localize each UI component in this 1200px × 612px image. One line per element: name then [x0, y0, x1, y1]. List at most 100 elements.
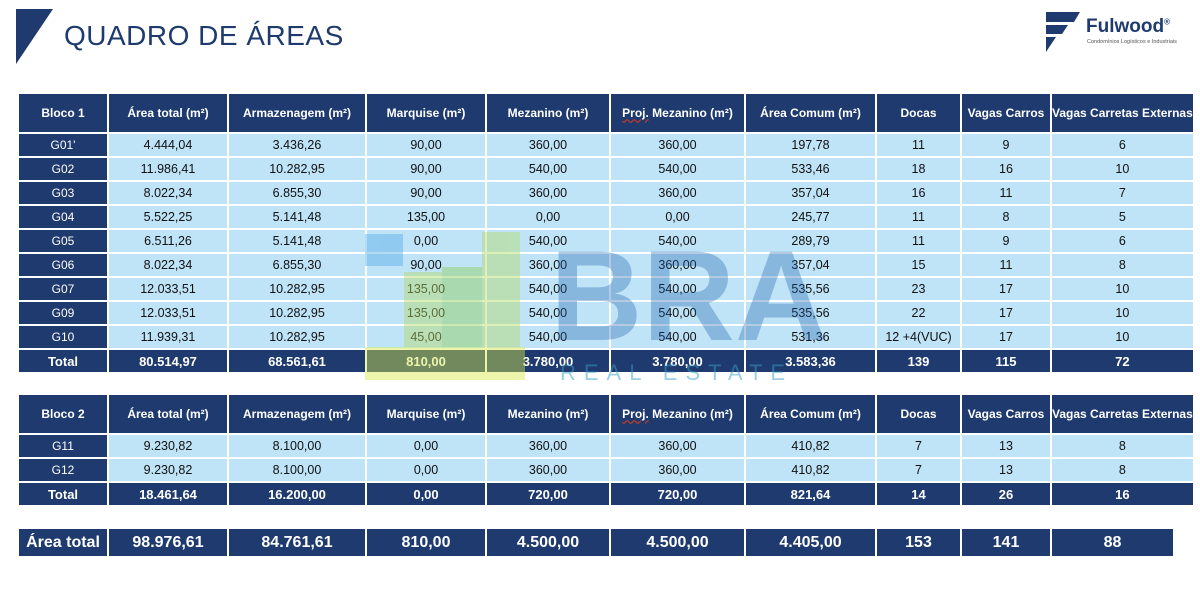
- table-row: G11 9.230,82 8.100,00 0,00 360,00 360,00 410,8…: [19, 435, 1193, 457]
- table-cell: 360,00: [611, 459, 744, 481]
- table-cell: 360,00: [487, 459, 609, 481]
- row-label: G01': [19, 134, 107, 156]
- table-cell: 135,00: [367, 206, 485, 228]
- total-cell: 115: [962, 350, 1050, 372]
- table-cell: 360,00: [611, 134, 744, 156]
- total-cell: 16.200,00: [229, 483, 365, 505]
- total-label: Total: [19, 350, 107, 372]
- table-cell: 0,00: [367, 459, 485, 481]
- table-cell: 245,77: [746, 206, 875, 228]
- grand-total-row: Área total 98.976,61 84.761,61 810,00 4.500,…: [19, 529, 1173, 556]
- grand-total-table: Área total 98.976,61 84.761,61 810,00 4.500,…: [17, 527, 1175, 558]
- total-cell: 3.583,36: [746, 350, 875, 372]
- table-cell: 7: [877, 435, 960, 457]
- fulwood-logo-icon: [1046, 12, 1080, 52]
- table-row: G02 11.986,41 10.282,95 90,00 540,00 540,00 53…: [19, 158, 1193, 180]
- table-cell: 0,00: [487, 206, 609, 228]
- total-cell: 26: [962, 483, 1050, 505]
- table-cell: 540,00: [611, 326, 744, 348]
- header-proj-mezanino: Proj. Mezanino (m²): [611, 395, 744, 433]
- row-label: G07: [19, 278, 107, 300]
- table-row: G03 8.022,34 6.855,30 90,00 360,00 360,00 357,…: [19, 182, 1193, 204]
- table-cell: 289,79: [746, 230, 875, 252]
- table-cell: 6.511,26: [109, 230, 227, 252]
- total-cell: 68.561,61: [229, 350, 365, 372]
- header-vagas-carretas: Vagas Carretas Externas: [1052, 94, 1193, 132]
- table-cell: 11: [962, 254, 1050, 276]
- total-cell: 16: [1052, 483, 1193, 505]
- total-cell: 821,64: [746, 483, 875, 505]
- table-cell: 10: [1052, 158, 1193, 180]
- table-cell: 360,00: [487, 435, 609, 457]
- table-cell: 18: [877, 158, 960, 180]
- table-cell: 23: [877, 278, 960, 300]
- row-label: G11: [19, 435, 107, 457]
- row-label: G10: [19, 326, 107, 348]
- table-cell: 540,00: [487, 278, 609, 300]
- table-cell: 5.522,25: [109, 206, 227, 228]
- header-proj-mezanino: Proj. Mezanino (m²): [611, 94, 744, 132]
- table-cell: 5.141,48: [229, 230, 365, 252]
- row-label: G12: [19, 459, 107, 481]
- header-area-total: Área total (m²): [109, 395, 227, 433]
- total-row: Total 80.514,97 68.561,61 810,00 3.780,00 3.7…: [19, 350, 1193, 372]
- table-cell: 90,00: [367, 182, 485, 204]
- header-area-comum: Área Comum (m²): [746, 94, 875, 132]
- page-title: QUADRO DE ÁREAS: [64, 20, 344, 51]
- table-cell: 3.436,26: [229, 134, 365, 156]
- table-cell: 10.282,95: [229, 302, 365, 324]
- table-cell: 10: [1052, 278, 1193, 300]
- table-cell: 135,00: [367, 302, 485, 324]
- table-cell: 360,00: [611, 182, 744, 204]
- row-label: G02: [19, 158, 107, 180]
- grand-total-cell: 98.976,61: [109, 529, 227, 556]
- table-row: G01' 4.444,04 3.436,26 90,00 360,00 360,00 197…: [19, 134, 1193, 156]
- table-cell: 4.444,04: [109, 134, 227, 156]
- table-cell: 17: [962, 278, 1050, 300]
- table-cell: 11: [877, 230, 960, 252]
- table-cell: 540,00: [611, 278, 744, 300]
- row-label: G05: [19, 230, 107, 252]
- header-armazenagem: Armazenagem (m²): [229, 395, 365, 433]
- table-header: Bloco 1 Área total (m²) Armazenagem (m²)…: [19, 94, 1193, 132]
- table-cell: 11: [877, 206, 960, 228]
- title-corner-icon: [16, 9, 53, 64]
- header-bloco: Bloco 2: [19, 395, 107, 433]
- grand-total-label: Área total: [19, 529, 107, 556]
- row-label: G03: [19, 182, 107, 204]
- table-cell: 360,00: [611, 254, 744, 276]
- table-cell: 6: [1052, 134, 1193, 156]
- total-cell: 3.780,00: [611, 350, 744, 372]
- table-row: G10 11.939,31 10.282,95 45,00 540,00 540,00 53…: [19, 326, 1193, 348]
- table-cell: 8: [1052, 254, 1193, 276]
- header-marquise: Marquise (m²): [367, 395, 485, 433]
- grand-total-cell: 84.761,61: [229, 529, 365, 556]
- header-bloco: Bloco 1: [19, 94, 107, 132]
- table-cell: 12.033,51: [109, 302, 227, 324]
- table-cell: 10: [1052, 302, 1193, 324]
- table-cell: 17: [962, 302, 1050, 324]
- table-cell: 11.939,31: [109, 326, 227, 348]
- total-cell: 720,00: [487, 483, 609, 505]
- grand-total-cell: 153: [877, 529, 960, 556]
- table-cell: 531,36: [746, 326, 875, 348]
- bloco-1-table: Bloco 1 Área total (m²) Armazenagem (m²)…: [17, 92, 1195, 374]
- table-cell: 5.141,48: [229, 206, 365, 228]
- table-cell: 9.230,82: [109, 435, 227, 457]
- header-mezanino: Mezanino (m²): [487, 94, 609, 132]
- table-cell: 535,56: [746, 302, 875, 324]
- table-cell: 16: [962, 158, 1050, 180]
- table-cell: 6: [1052, 230, 1193, 252]
- table-cell: 360,00: [611, 435, 744, 457]
- table-cell: 22: [877, 302, 960, 324]
- header-vagas-carros: Vagas Carros: [962, 94, 1050, 132]
- total-cell: 18.461,64: [109, 483, 227, 505]
- table-cell: 10: [1052, 326, 1193, 348]
- table-cell: 0,00: [611, 206, 744, 228]
- table-cell: 540,00: [611, 230, 744, 252]
- table-cell: 540,00: [487, 326, 609, 348]
- table-row: G04 5.522,25 5.141,48 135,00 0,00 0,00 245,77 1…: [19, 206, 1193, 228]
- table-cell: 135,00: [367, 278, 485, 300]
- table-cell: 410,82: [746, 435, 875, 457]
- header-area-comum: Área Comum (m²): [746, 395, 875, 433]
